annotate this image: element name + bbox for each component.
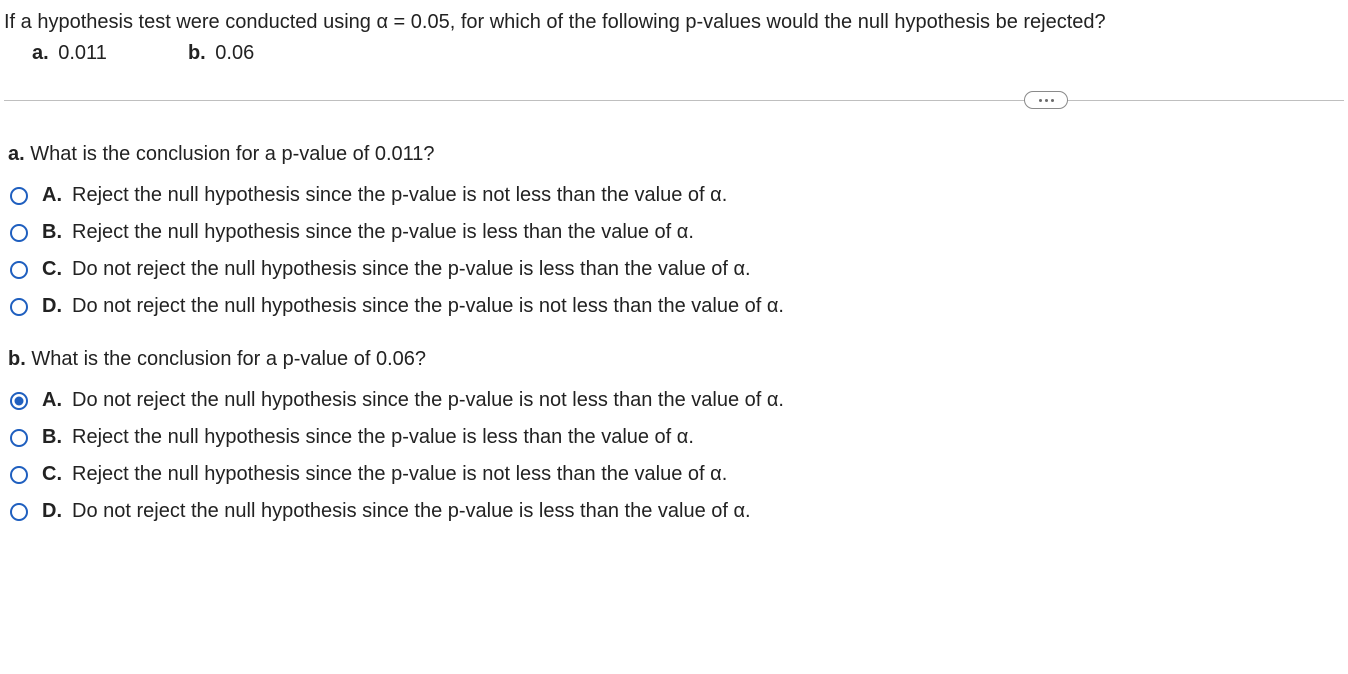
part-b-choice-c[interactable]: C. Reject the null hypothesis since the … [8,463,1344,486]
question-intro: If a hypothesis test were conducted usin… [4,8,1344,36]
choice-letter: A. [42,389,72,412]
part-a-choice-c[interactable]: C. Do not reject the null hypothesis sin… [8,258,1344,281]
radio-icon[interactable] [10,466,28,484]
radio-icon[interactable] [10,187,28,205]
ellipsis-icon [1051,99,1054,102]
choice-text: Reject the null hypothesis since the p-v… [72,426,1344,449]
ellipsis-icon [1039,99,1042,102]
part-a-text: What is the conclusion for a p-value of … [30,143,434,165]
part-b-choice-d[interactable]: D. Do not reject the null hypothesis sin… [8,500,1344,523]
choice-letter: D. [42,295,72,318]
radio-icon[interactable] [10,298,28,316]
choice-text: Do not reject the null hypothesis since … [72,295,1344,318]
choice-letter: B. [42,426,72,449]
question-container: If a hypothesis test were conducted usin… [0,0,1348,523]
part-a-label: a. [8,143,25,165]
radio-icon[interactable] [10,224,28,242]
choice-letter: C. [42,463,72,486]
divider-line [4,100,1344,101]
choice-letter: A. [42,184,72,207]
radio-icon[interactable] [10,392,28,410]
part-a-choice-d[interactable]: D. Do not reject the null hypothesis sin… [8,295,1344,318]
choice-text: Reject the null hypothesis since the p-v… [72,184,1344,207]
value-a: 0.011 [58,42,107,64]
part-b-section: b. What is the conclusion for a p-value … [4,348,1344,523]
part-a-section: a. What is the conclusion for a p-value … [4,143,1344,318]
choice-text: Do not reject the null hypothesis since … [72,389,1344,412]
choice-text: Reject the null hypothesis since the p-v… [72,221,1344,244]
question-given-values: a. 0.011 b. 0.06 [4,42,1344,65]
part-a-choice-a[interactable]: A. Reject the null hypothesis since the … [8,184,1344,207]
part-b-choice-a[interactable]: A. Do not reject the null hypothesis sin… [8,389,1344,412]
choice-letter: C. [42,258,72,281]
radio-icon[interactable] [10,503,28,521]
part-b-text: What is the conclusion for a p-value of … [31,348,426,370]
part-a-choice-b[interactable]: B. Reject the null hypothesis since the … [8,221,1344,244]
part-a-prompt: a. What is the conclusion for a p-value … [8,143,1344,166]
value-b-label: b. [188,42,206,64]
part-b-label: b. [8,348,26,370]
value-b: 0.06 [215,42,254,64]
more-options-button[interactable] [1024,91,1068,109]
choice-letter: D. [42,500,72,523]
choice-text: Reject the null hypothesis since the p-v… [72,463,1344,486]
choice-letter: B. [42,221,72,244]
choice-text: Do not reject the null hypothesis since … [72,500,1344,523]
part-b-choice-b[interactable]: B. Reject the null hypothesis since the … [8,426,1344,449]
ellipsis-icon [1045,99,1048,102]
value-a-label: a. [32,42,49,64]
section-divider [4,91,1344,109]
radio-icon[interactable] [10,429,28,447]
radio-icon[interactable] [10,261,28,279]
part-b-prompt: b. What is the conclusion for a p-value … [8,348,1344,371]
choice-text: Do not reject the null hypothesis since … [72,258,1344,281]
